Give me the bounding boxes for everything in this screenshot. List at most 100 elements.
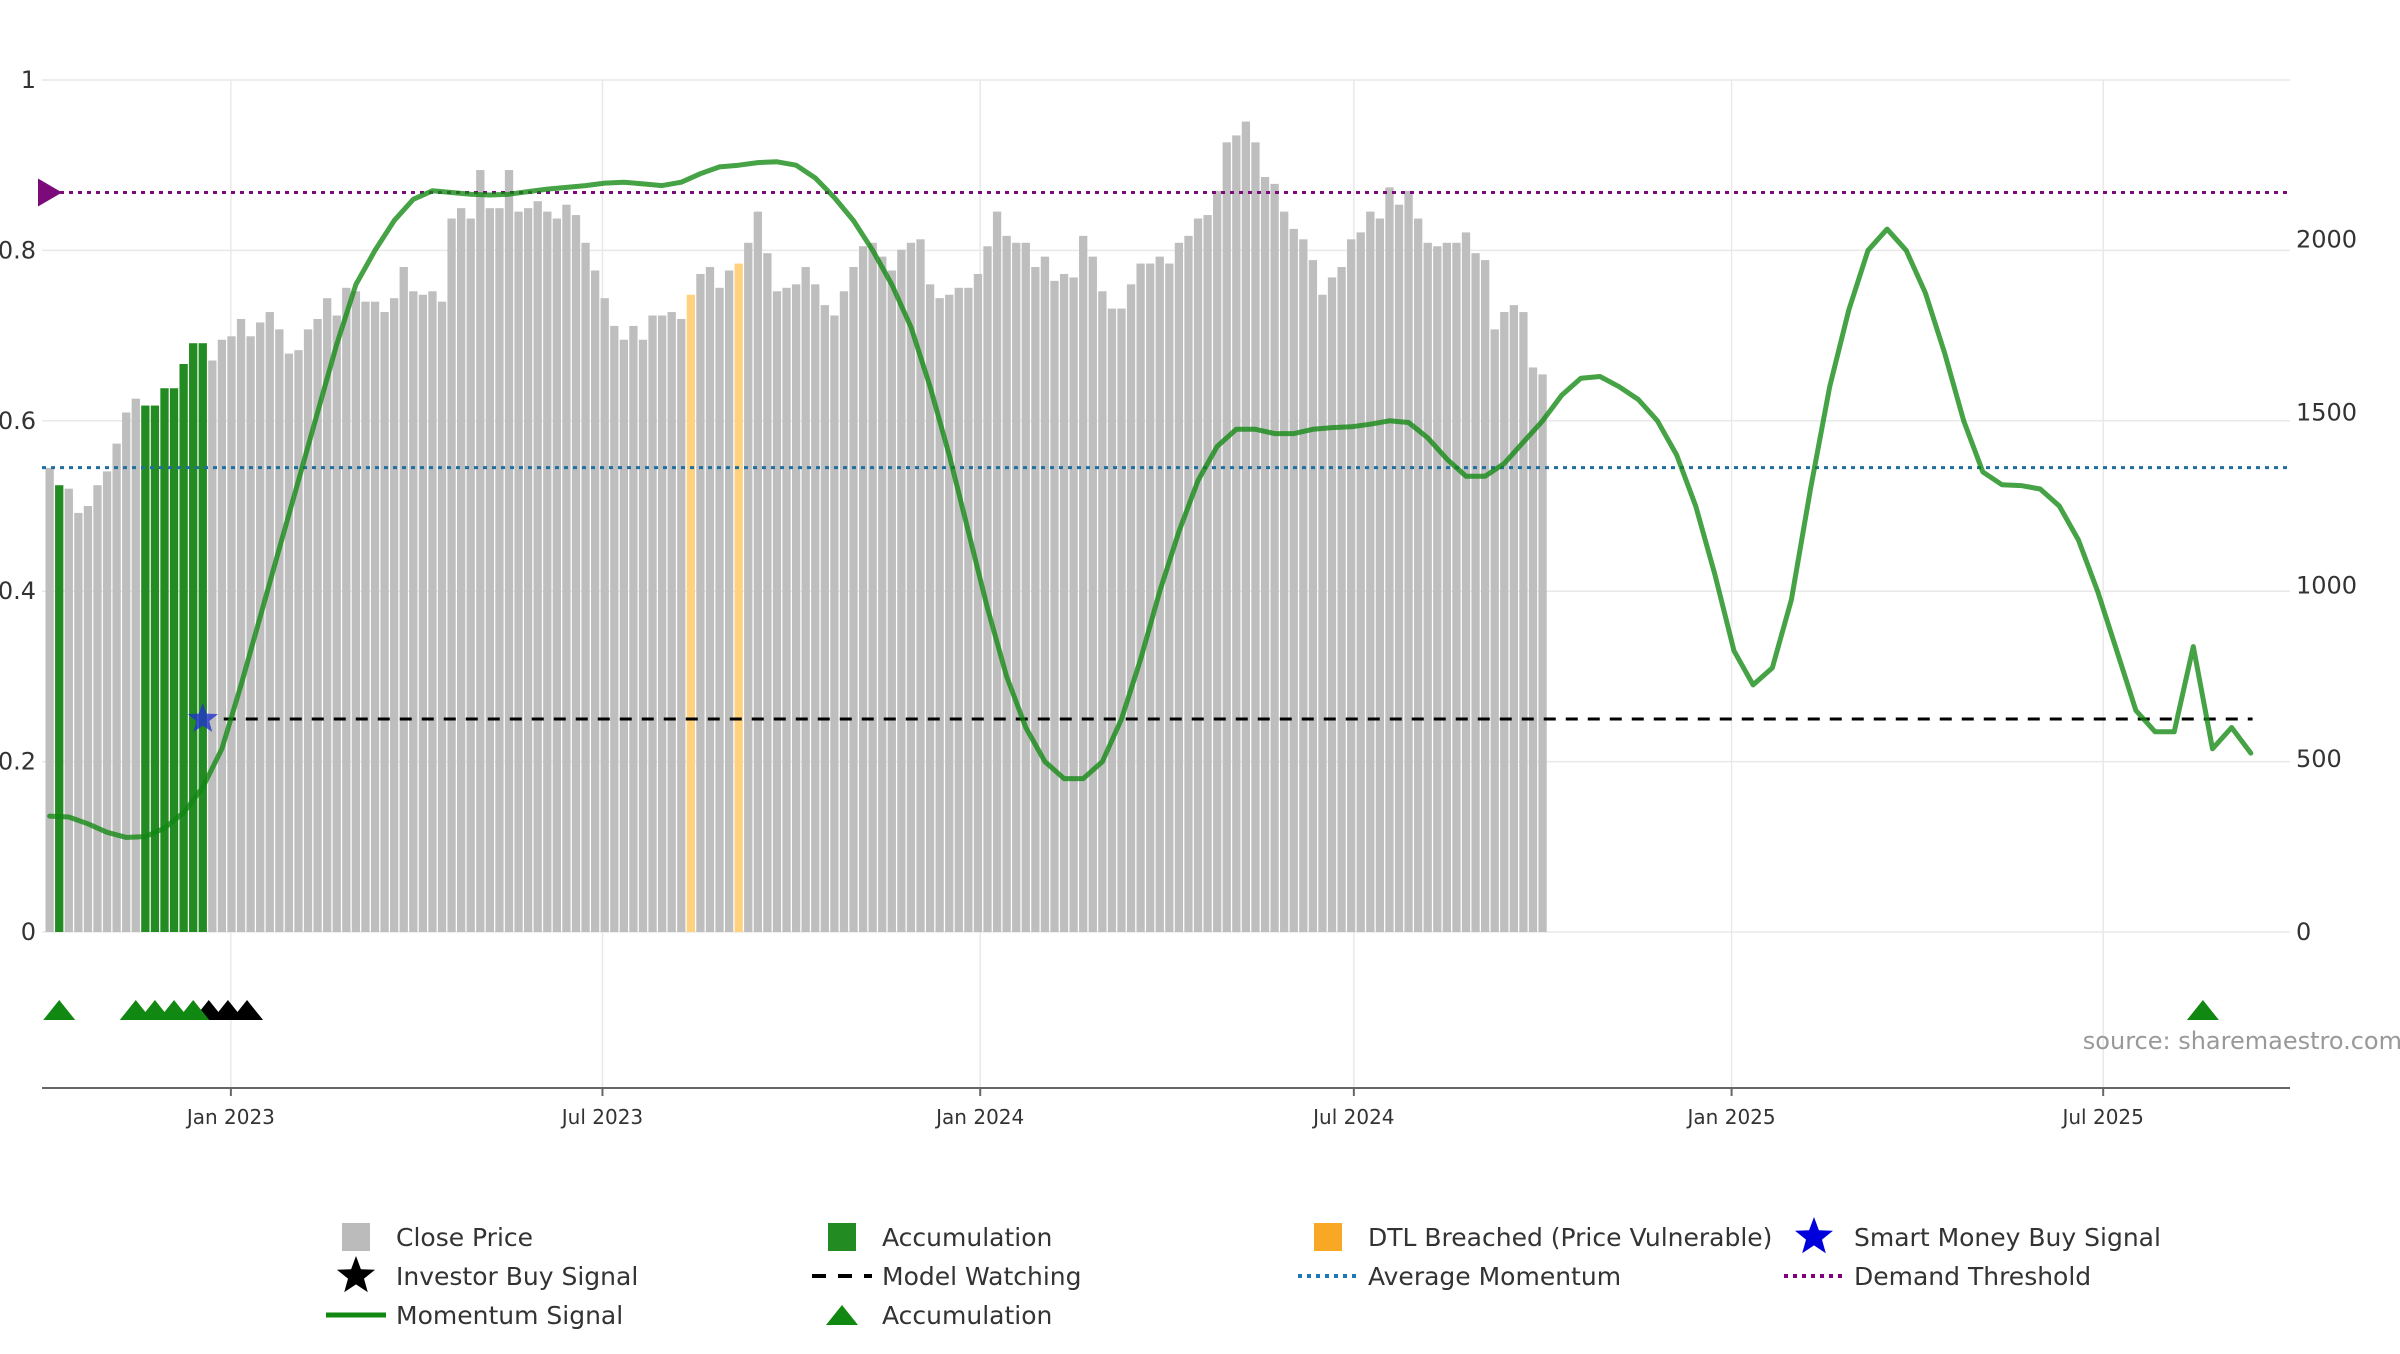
price-bar — [878, 256, 887, 932]
momentum-series — [47, 159, 2254, 840]
legend-swatch — [1314, 1223, 1342, 1251]
left-axis-tick-label: 0.2 — [0, 748, 36, 776]
price-bar — [1337, 267, 1346, 932]
price-bar — [1318, 294, 1327, 933]
price-bar — [1260, 176, 1270, 933]
left-axis-tick-label: 0 — [21, 918, 36, 946]
price-bar — [466, 218, 475, 932]
source-label: source: sharemaestro.com — [2083, 1027, 2400, 1055]
price-bar — [1117, 308, 1126, 933]
price-bar — [102, 471, 112, 932]
legend-item-investor: Investor Buy Signal — [337, 1256, 638, 1293]
legend-label: Model Watching — [882, 1262, 1082, 1291]
price-bar — [1471, 253, 1480, 933]
price-bar — [351, 291, 361, 932]
accumulation-triangle — [43, 1000, 76, 1020]
price-bar — [1375, 218, 1385, 932]
price-bar — [887, 270, 896, 932]
price-bar — [418, 294, 428, 933]
legend-label: Momentum Signal — [396, 1301, 623, 1330]
price-bar — [1423, 242, 1432, 932]
right-axis-tick-label: 0 — [2296, 918, 2311, 946]
price-bar — [1442, 242, 1452, 932]
price-bar — [1519, 312, 1528, 932]
price-bar — [1251, 142, 1260, 933]
axes: 0 0.2 0.4 0.6 0.8 1 0 500 1000 1500 2000 Jan 2023 Ju… — [0, 66, 2357, 1129]
price-bar — [973, 273, 983, 932]
legend-item-accum-triangle: Accumulation — [826, 1301, 1052, 1330]
price-bar — [657, 315, 667, 932]
price-bar — [447, 218, 456, 932]
legend-label: Accumulation — [882, 1301, 1052, 1330]
legend-item-accum-bar: Accumulation — [828, 1223, 1052, 1252]
legend-item-demand-threshold: Demand Threshold — [1784, 1262, 2091, 1291]
price-bar — [1165, 263, 1174, 932]
demand-threshold-marker — [38, 178, 62, 207]
price-bar — [600, 298, 609, 932]
legend-item-avg-momentum: Average Momentum — [1298, 1262, 1621, 1291]
price-bar — [131, 398, 140, 932]
price-bar — [1021, 242, 1030, 932]
price-bar — [1481, 260, 1490, 933]
legend-star-icon — [1795, 1217, 1833, 1254]
price-bar — [964, 287, 973, 932]
price-bar — [323, 298, 332, 932]
price-bar — [858, 246, 868, 932]
left-axis-tick-label: 0.4 — [0, 577, 36, 605]
price-bar — [122, 412, 131, 932]
accumulation-bar — [198, 343, 207, 933]
price-bar — [524, 208, 533, 932]
price-bar — [562, 204, 571, 932]
price-bar — [696, 273, 705, 932]
price-bar — [590, 270, 600, 932]
price-bar — [399, 267, 408, 932]
price-bar — [897, 249, 906, 932]
price-bar — [370, 301, 380, 932]
price-bar — [1289, 228, 1298, 933]
price-bar — [428, 291, 437, 932]
legend-label: DTL Breached (Price Vulnerable) — [1368, 1223, 1772, 1252]
price-bar — [1059, 273, 1069, 932]
price-bar — [457, 208, 466, 932]
price-bar — [849, 267, 858, 932]
momentum-signal-line — [47, 159, 2254, 840]
right-axis-tick-label: 1000 — [2296, 572, 2357, 600]
price-bar — [1270, 183, 1279, 932]
price-bar — [1308, 260, 1318, 933]
price-bars — [45, 121, 1547, 933]
legend-swatch — [342, 1223, 370, 1251]
price-bar — [1241, 121, 1251, 932]
price-bar — [390, 298, 399, 932]
legend-label: Demand Threshold — [1854, 1262, 2091, 1291]
right-axis-tick-label: 500 — [2296, 745, 2342, 773]
price-bar — [1079, 235, 1088, 933]
price-bar — [782, 287, 791, 932]
price-bar — [217, 339, 227, 932]
accumulation-triangle — [177, 1000, 210, 1020]
price-bar — [1385, 187, 1394, 933]
price-bar — [629, 325, 638, 932]
price-bar — [45, 467, 54, 932]
price-bar — [1193, 218, 1203, 932]
price-bar — [753, 211, 762, 933]
price-bar — [1069, 277, 1078, 932]
x-axis-tick-label: Jul 2023 — [560, 1105, 643, 1129]
price-bar — [236, 318, 246, 933]
legend-label: Average Momentum — [1368, 1262, 1621, 1291]
price-bar — [485, 208, 495, 932]
price-bar — [925, 284, 935, 933]
accumulation-bar — [169, 388, 179, 932]
price-bar — [1213, 190, 1222, 932]
price-bar — [1461, 232, 1471, 932]
price-bar — [935, 298, 944, 932]
accumulation-bar — [179, 364, 188, 932]
price-bar — [1433, 246, 1442, 932]
price-bar — [112, 443, 121, 932]
price-bar — [830, 315, 839, 932]
price-bar — [1222, 142, 1231, 933]
price-bar — [772, 291, 782, 932]
left-axis-tick-label: 0.8 — [0, 236, 36, 264]
price-bar — [1136, 263, 1145, 932]
price-bar — [313, 318, 322, 933]
price-bar — [667, 312, 676, 932]
